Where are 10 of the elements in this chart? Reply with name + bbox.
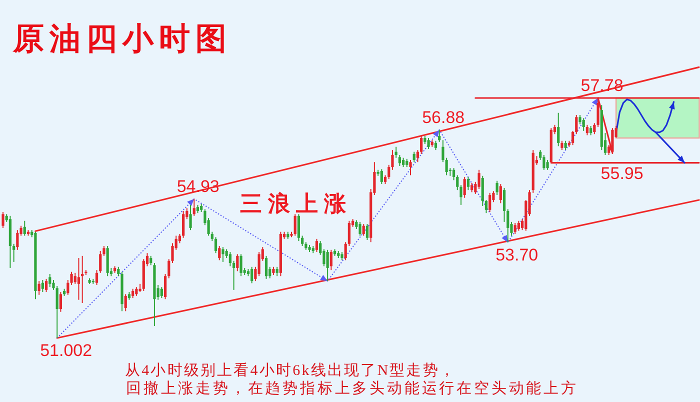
chart-title: 原油四小时图 xyxy=(12,21,232,56)
annotation: 56.88 xyxy=(422,108,465,127)
annotation: 三浪上涨 xyxy=(240,191,352,216)
annotation: 55.95 xyxy=(600,164,644,183)
annotation: 54.93 xyxy=(176,176,220,196)
annotation: 53.70 xyxy=(496,245,538,264)
annotation: 57.78 xyxy=(580,76,624,95)
text: 从4小时级别上看4小时6k线出现了N型走势， xyxy=(125,362,456,379)
text: 回撤上涨走势，在趋势指标上多头动能运行在空头动能上方 xyxy=(126,380,578,397)
annotation: 51.002 xyxy=(40,341,92,360)
